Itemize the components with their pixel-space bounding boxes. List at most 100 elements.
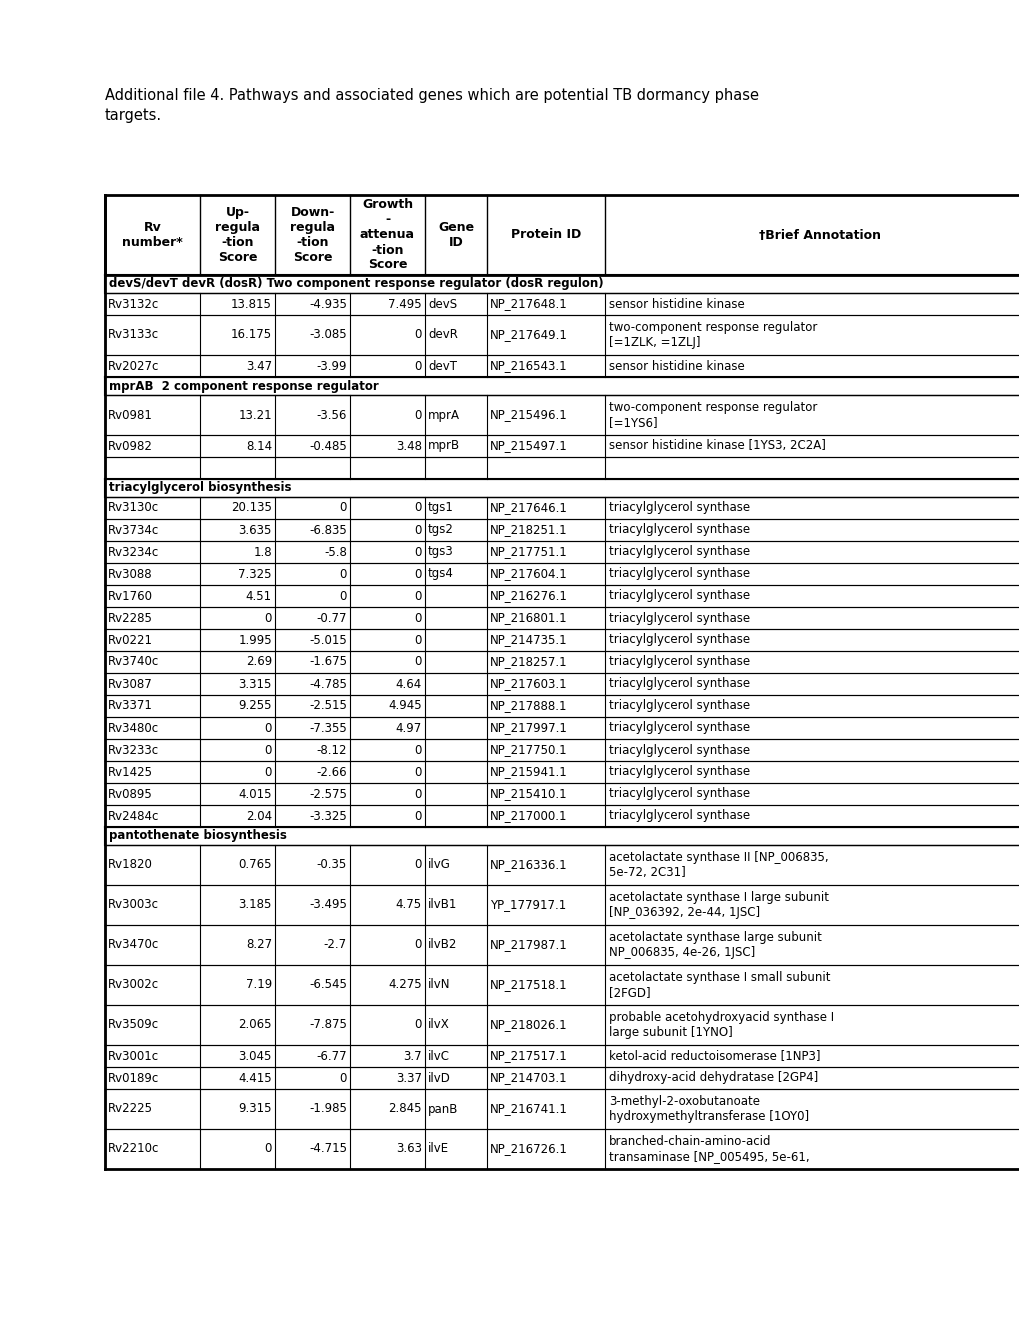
Text: -0.35: -0.35 [317,858,346,871]
Text: -1.675: -1.675 [309,656,346,668]
Text: NP_215410.1: NP_215410.1 [489,788,567,800]
Text: 9.255: 9.255 [238,700,272,713]
Text: -6.77: -6.77 [316,1049,346,1063]
Text: triacylglycerol synthase: triacylglycerol synthase [608,524,749,536]
Text: -2.66: -2.66 [316,766,346,779]
Text: triacylglycerol synthase: triacylglycerol synthase [608,743,749,756]
Text: NP_218251.1: NP_218251.1 [489,524,567,536]
Text: Rv3087: Rv3087 [108,677,153,690]
Text: 0: 0 [339,590,346,602]
Text: -6.545: -6.545 [309,978,346,991]
Text: NP_217646.1: NP_217646.1 [489,502,568,515]
Text: triacylglycerol synthase: triacylglycerol synthase [608,590,749,602]
Text: triacylglycerol synthase: triacylglycerol synthase [608,700,749,713]
Text: ilvC: ilvC [428,1049,449,1063]
Text: tgs2: tgs2 [428,524,453,536]
Text: NP_215941.1: NP_215941.1 [489,766,568,779]
Text: 0: 0 [414,809,422,822]
Text: Growth
-
attenua
-tion
Score: Growth - attenua -tion Score [360,198,415,272]
Text: -4.785: -4.785 [309,677,346,690]
Text: two-component response regulator
[=1YS6]: two-component response regulator [=1YS6] [608,401,816,429]
Text: -0.485: -0.485 [309,440,346,453]
Text: 0: 0 [264,766,272,779]
Text: acetolactate synthase II [NP_006835,
5e-72, 2C31]: acetolactate synthase II [NP_006835, 5e-… [608,851,827,879]
Text: Rv0981: Rv0981 [108,408,153,421]
Text: 0: 0 [414,329,422,342]
Text: -3.495: -3.495 [309,899,346,912]
Text: Rv3734c: Rv3734c [108,524,159,536]
Text: NP_217888.1: NP_217888.1 [489,700,567,713]
Text: two-component response regulator
[=1ZLK, =1ZLJ]: two-component response regulator [=1ZLK,… [608,321,816,348]
Text: 0: 0 [414,590,422,602]
Text: 4.51: 4.51 [246,590,272,602]
Text: NP_217000.1: NP_217000.1 [489,809,567,822]
Text: Rv3233c: Rv3233c [108,743,159,756]
Text: -0.77: -0.77 [316,611,346,624]
Text: mprA: mprA [428,408,460,421]
Text: acetolactate synthase I small subunit
[2FGD]: acetolactate synthase I small subunit [2… [608,972,829,999]
Text: 0: 0 [264,1143,272,1155]
Text: 2.04: 2.04 [246,809,272,822]
Text: 0: 0 [339,502,346,515]
Text: NP_217751.1: NP_217751.1 [489,545,568,558]
Text: 0: 0 [264,743,272,756]
Text: 3.47: 3.47 [246,359,272,372]
Text: ilvE: ilvE [428,1143,448,1155]
Text: devR: devR [428,329,458,342]
Text: 0: 0 [414,502,422,515]
Text: 13.21: 13.21 [238,408,272,421]
Text: ilvB1: ilvB1 [428,899,457,912]
Text: triacylglycerol synthase: triacylglycerol synthase [608,809,749,822]
Text: targets.: targets. [105,108,162,123]
Text: NP_217987.1: NP_217987.1 [489,939,568,952]
Text: -7.355: -7.355 [309,722,346,734]
Text: 0: 0 [414,408,422,421]
Text: 3-methyl-2-oxobutanoate
hydroxymethyltransferase [1OY0]: 3-methyl-2-oxobutanoate hydroxymethyltra… [608,1096,808,1123]
Text: 3.48: 3.48 [395,440,422,453]
Text: NP_216543.1: NP_216543.1 [489,359,567,372]
Text: triacylglycerol synthase: triacylglycerol synthase [608,545,749,558]
Text: Rv0189c: Rv0189c [108,1072,159,1085]
Text: NP_216726.1: NP_216726.1 [489,1143,568,1155]
Text: Rv1820: Rv1820 [108,858,153,871]
Text: Rv1760: Rv1760 [108,590,153,602]
Text: 1.8: 1.8 [253,545,272,558]
Text: Rv
number*: Rv number* [122,220,182,249]
Text: 3.045: 3.045 [238,1049,272,1063]
Text: Rv2484c: Rv2484c [108,809,159,822]
Text: Rv3002c: Rv3002c [108,978,159,991]
Text: NP_216276.1: NP_216276.1 [489,590,568,602]
Text: NP_217603.1: NP_217603.1 [489,677,567,690]
Text: YP_177917.1: YP_177917.1 [489,899,566,912]
Text: 0: 0 [414,545,422,558]
Text: ilvB2: ilvB2 [428,939,457,952]
Text: 3.315: 3.315 [238,677,272,690]
Text: 8.27: 8.27 [246,939,272,952]
Text: ilvN: ilvN [428,978,450,991]
Text: 16.175: 16.175 [230,329,272,342]
Text: 0: 0 [414,656,422,668]
Text: -2.515: -2.515 [309,700,346,713]
Text: 7.325: 7.325 [238,568,272,581]
Text: NP_217517.1: NP_217517.1 [489,1049,568,1063]
Text: dihydroxy-acid dehydratase [2GP4]: dihydroxy-acid dehydratase [2GP4] [608,1072,817,1085]
Text: 20.135: 20.135 [231,502,272,515]
Text: NP_216336.1: NP_216336.1 [489,858,567,871]
Text: Up-
regula
-tion
Score: Up- regula -tion Score [215,206,260,264]
Text: 4.64: 4.64 [395,677,422,690]
Text: 4.97: 4.97 [395,722,422,734]
Text: Rv2285: Rv2285 [108,611,153,624]
Text: acetolactate synthase I large subunit
[NP_036392, 2e-44, 1JSC]: acetolactate synthase I large subunit [N… [608,891,828,919]
Text: 4.015: 4.015 [238,788,272,800]
Text: NP_214735.1: NP_214735.1 [489,634,567,647]
Text: -5.8: -5.8 [324,545,346,558]
Text: 0: 0 [414,858,422,871]
Text: 0: 0 [414,788,422,800]
Text: -8.12: -8.12 [316,743,346,756]
Text: 0: 0 [264,722,272,734]
Text: 0: 0 [414,743,422,756]
Text: Rv3001c: Rv3001c [108,1049,159,1063]
Text: Additional file 4. Pathways and associated genes which are potential TB dormancy: Additional file 4. Pathways and associat… [105,88,758,103]
Text: mprAB  2 component response regulator: mprAB 2 component response regulator [109,380,378,392]
Text: triacylglycerol biosynthesis: triacylglycerol biosynthesis [109,482,291,495]
